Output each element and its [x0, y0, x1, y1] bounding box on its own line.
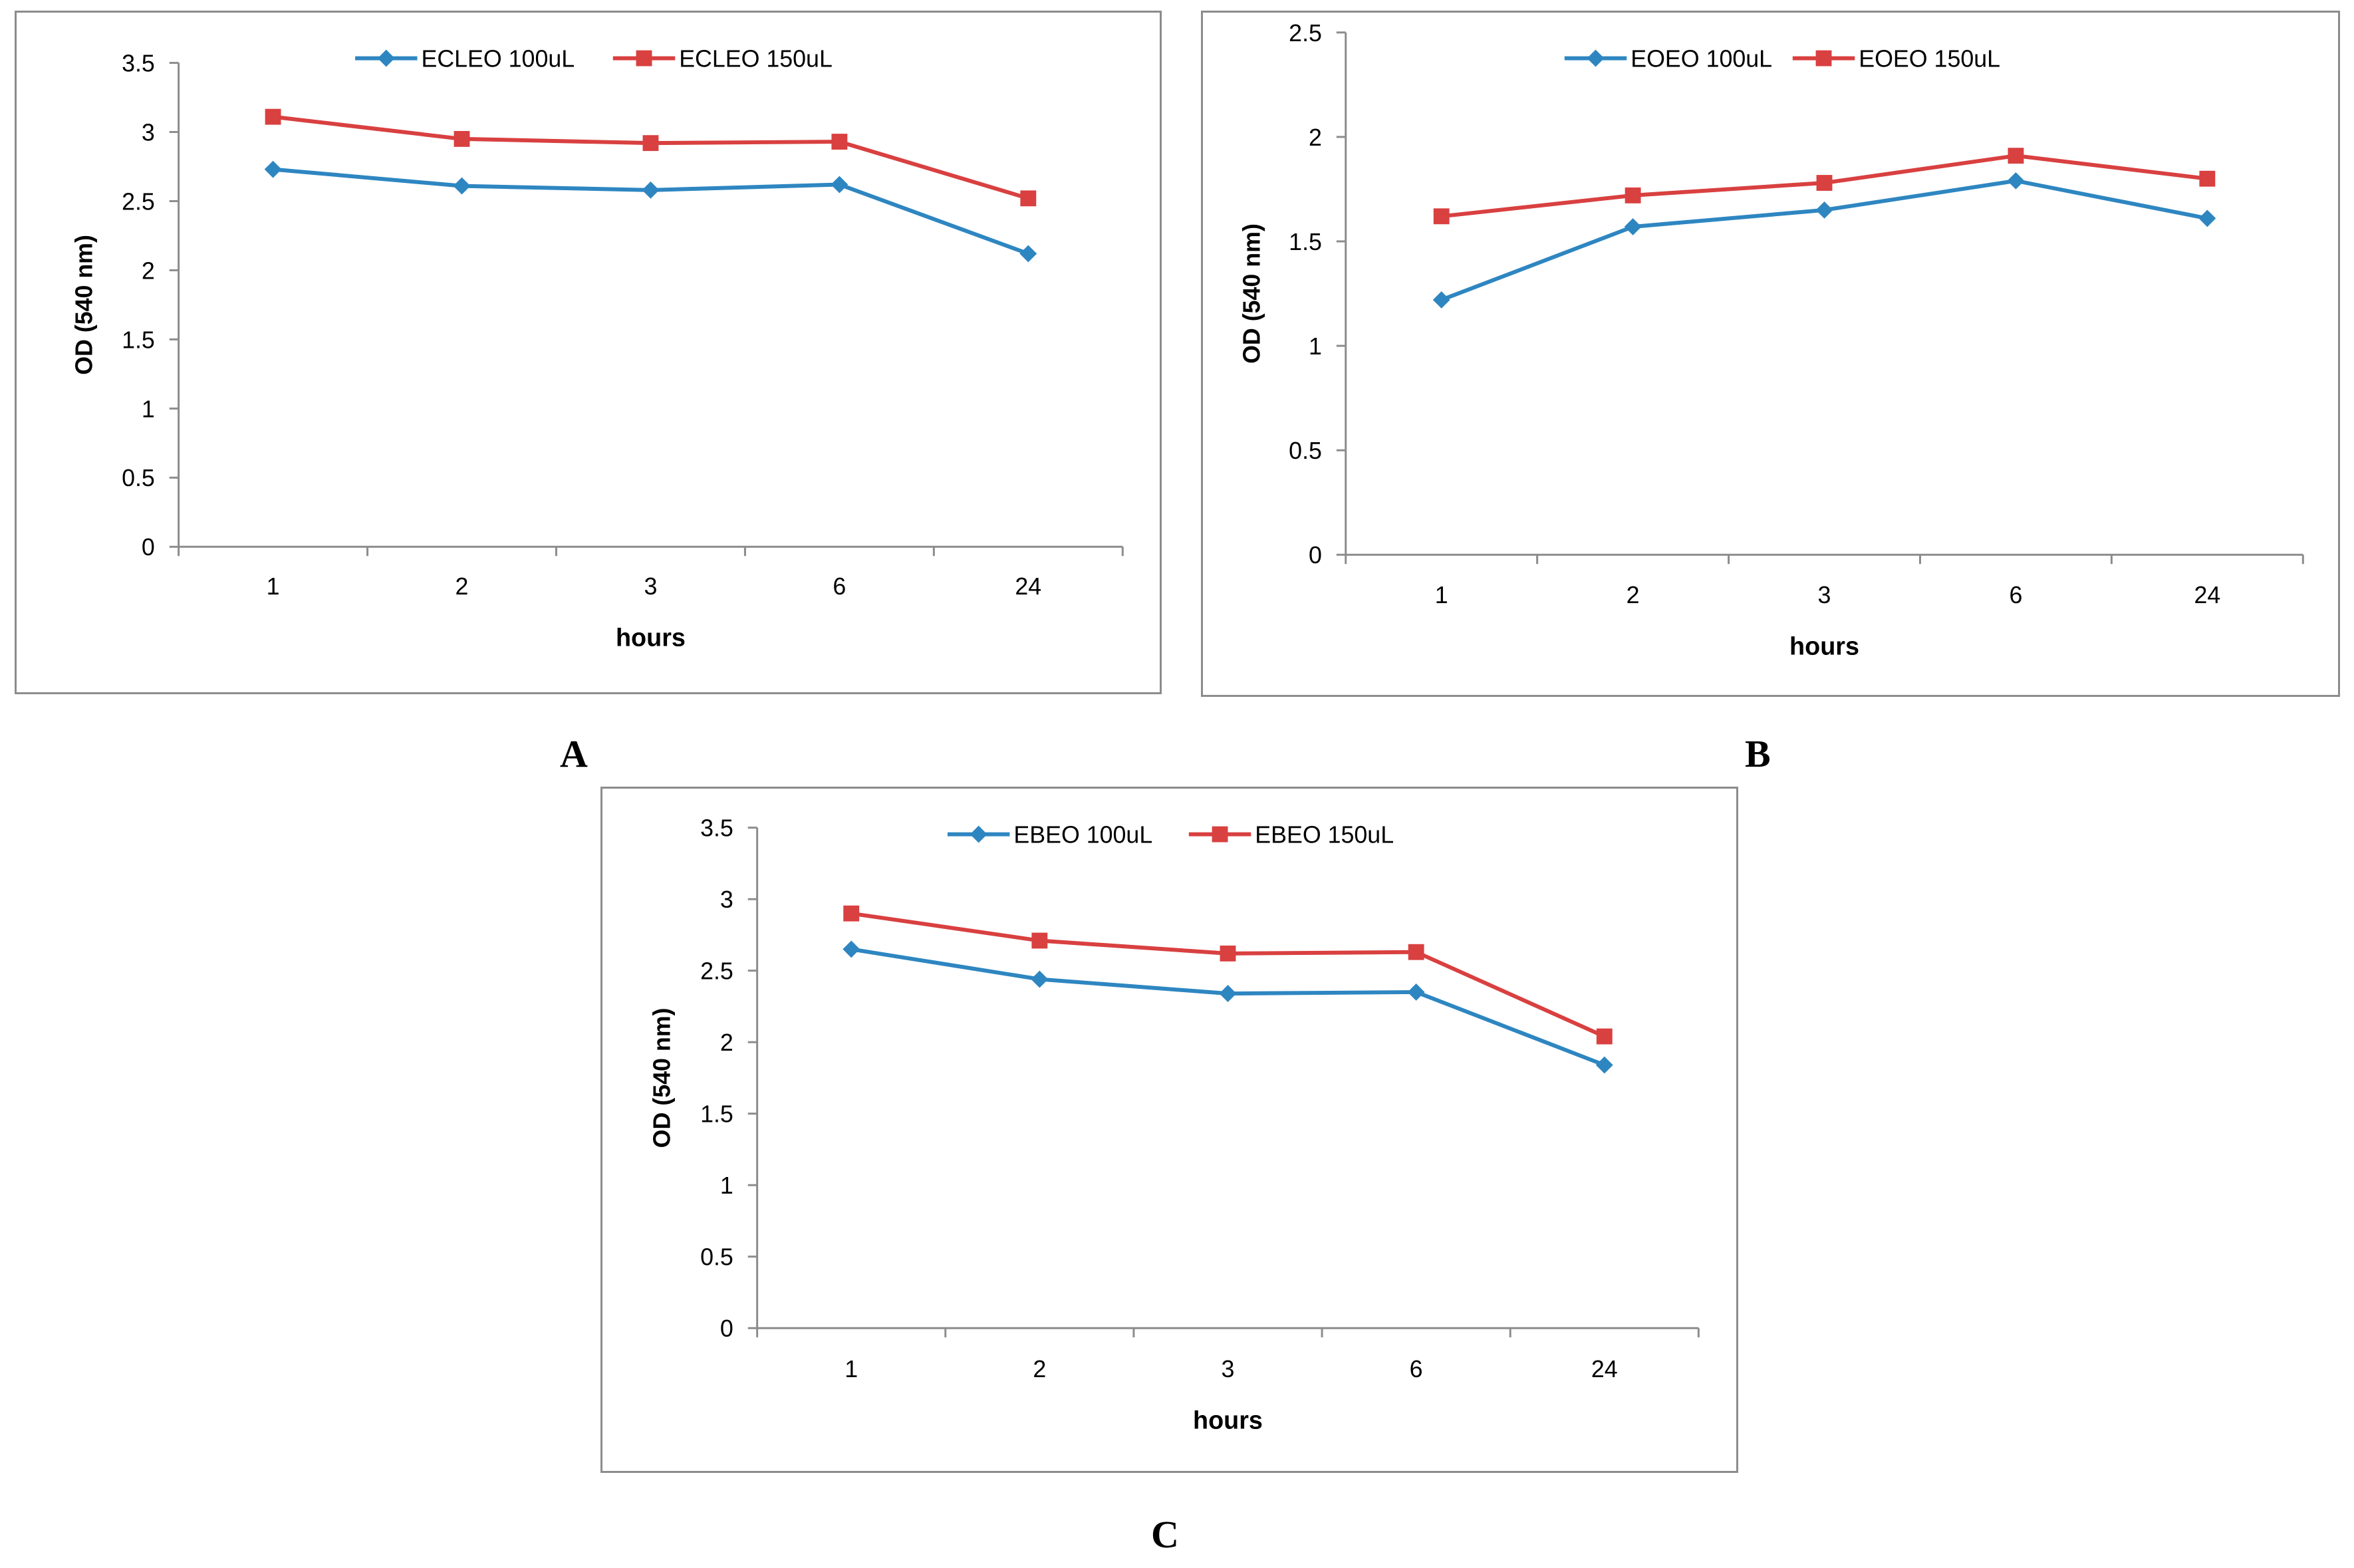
chart-a-canvas: 0 0.5 1 1.5 2 2.5 3 3.5 1 2 3 6 24 hours OD (540 nm) EC…: [70, 46, 1124, 652]
chart-a-series-1-point: [642, 181, 660, 199]
chart-c-x-tick-label: 6: [1410, 1356, 1423, 1382]
chart-c-legend-1-marker: [970, 825, 987, 843]
chart-c-x-tick-label: 2: [1033, 1356, 1046, 1382]
chart-a-x-axis-title: hours: [616, 624, 686, 652]
panel-letter-c: C: [1151, 1513, 1179, 1556]
chart-b-series-1-point: [1815, 201, 1833, 219]
chart-c-legend-2-marker: [1212, 826, 1228, 843]
chart-c-y-tick-label: 0: [720, 1315, 733, 1342]
chart-c-series-1-point: [1219, 985, 1237, 1003]
chart-c-series-1-point: [1595, 1056, 1613, 1074]
chart-panel-b: 0 0.5 1 1.5 2 2.5 1 2 3 6 24 hours OD (540 nm) EOEO 1…: [1201, 11, 2340, 697]
chart-a-y-tick-label: 2: [142, 257, 155, 284]
chart-c-y-tick-label: 3: [720, 886, 733, 913]
chart-c-y-tick-label: 2: [720, 1029, 733, 1056]
chart-a-y-tick-label: 1.5: [122, 327, 155, 353]
chart-b-x-tick-label: 24: [2194, 582, 2220, 608]
chart-a-series-2-point: [1020, 190, 1037, 207]
chart-b-series-2-point: [2008, 148, 2024, 164]
chart-a-y-tick-label: 2.5: [122, 188, 155, 215]
chart-a-legend-2-marker: [636, 50, 652, 66]
chart-c-series-1-point: [1407, 983, 1425, 1001]
chart-b-series-1-line: [1440, 178, 2208, 302]
chart-c-series-2-point: [1031, 932, 1048, 949]
chart-a-x-tick-label: 24: [1015, 573, 1041, 600]
chart-c-legend-2-label: EBEO 150uL: [1255, 822, 1394, 849]
chart-b-x-tick-label: 3: [1818, 582, 1831, 608]
chart-a-x-tick-label: 2: [456, 573, 469, 600]
chart-b-legend-1-marker: [1587, 49, 1605, 67]
chart-a-y-tick-label: 3.5: [122, 50, 155, 76]
chart-c-series-1-line: [850, 947, 1605, 1067]
chart-panel-c: 0 0.5 1 1.5 2 2.5 3 3.5 1 2 3 6 24 hours OD (540 nm) EB…: [600, 787, 1738, 1473]
panel-letter-a: A: [560, 732, 588, 775]
chart-a-series-1-point: [453, 177, 471, 195]
chart-b-x-tick-label: 6: [2009, 582, 2022, 608]
panel-letter-b: B: [1745, 732, 1771, 775]
chart-b-series-1-point: [2198, 209, 2216, 227]
chart-a-x-tick-label: 3: [644, 573, 657, 600]
chart-c-y-tick-label: 0.5: [700, 1244, 733, 1271]
chart-b-series-2-point: [1816, 175, 1833, 191]
chart-c-y-tick-label: 2.5: [700, 958, 733, 985]
chart-a-legend-2-label: ECLEO 150uL: [679, 46, 833, 72]
chart-a-x-tick-label: 6: [833, 573, 846, 600]
chart-b-x-axis-title: hours: [1789, 632, 1859, 660]
chart-b-y-tick-label: 0.5: [1289, 438, 1322, 464]
chart-b-series-1-point: [1432, 291, 1450, 309]
chart-c-series-2-point: [1220, 945, 1236, 962]
chart-a-y-tick-label: 0: [142, 534, 155, 561]
chart-b-y-tick-label: 0: [1309, 542, 1322, 569]
chart-b-series-2-point: [1433, 208, 1450, 225]
chart-c-series-2-point: [1408, 944, 1424, 960]
chart-c-series-2-point: [1596, 1028, 1613, 1045]
chart-a-y-tick-label: 1: [142, 396, 155, 422]
chart-c-series-1-point: [1031, 970, 1049, 988]
chart-a-series-2-point: [642, 135, 659, 152]
chart-b-legend-1-label: EOEO 100uL: [1631, 46, 1772, 72]
chart-c-canvas: 0 0.5 1 1.5 2 2.5 3 3.5 1 2 3 6 24 hours OD (540 nm) EB…: [648, 815, 1700, 1434]
chart-a-x-tick-label: 1: [267, 573, 280, 600]
chart-a-series-1-point: [264, 160, 282, 178]
chart-c-y-axis-title: OD (540 nm): [648, 1008, 675, 1148]
chart-b-x-tick-label: 1: [1435, 582, 1448, 608]
chart-c-series-2-point: [843, 905, 860, 922]
chart-c-series-1-point: [843, 940, 860, 958]
chart-b-legend-2-marker: [1815, 50, 1832, 66]
chart-b-legend-2-label: EOEO 150uL: [1859, 46, 2000, 72]
chart-a-series-2-point: [831, 134, 848, 150]
chart-b-canvas: 0 0.5 1 1.5 2 2.5 1 2 3 6 24 hours OD (540 nm) EOEO 1…: [1238, 20, 2304, 660]
chart-b-y-tick-label: 1: [1309, 333, 1322, 360]
chart-b-series-2-point: [2199, 170, 2216, 187]
chart-b-y-tick-label: 1.5: [1289, 229, 1322, 255]
chart-c-series-2-line: [850, 911, 1605, 1039]
chart-a-legend-1-label: ECLEO 100uL: [421, 46, 575, 72]
chart-c-x-axis-title: hours: [1193, 1406, 1263, 1434]
chart-panel-a: 0 0.5 1 1.5 2 2.5 3 3.5 1 2 3 6 24 hours OD (540 nm) EC…: [15, 11, 1162, 694]
chart-a-series-1-point: [831, 176, 849, 194]
chart-c-y-tick-label: 1: [720, 1172, 733, 1199]
chart-a-series-1-point: [1019, 245, 1037, 263]
chart-b-y-tick-label: 2: [1309, 124, 1322, 151]
chart-c-legend-1-label: EBEO 100uL: [1013, 822, 1152, 849]
chart-c-y-tick-label: 1.5: [700, 1101, 733, 1128]
chart-a-y-tick-label: 3: [142, 119, 155, 146]
chart-a-series-2-point: [454, 130, 470, 147]
chart-a-y-tick-label: 0.5: [122, 465, 155, 491]
chart-b-x-tick-label: 2: [1627, 582, 1640, 608]
chart-c-x-tick-label: 1: [845, 1356, 858, 1382]
chart-b-y-tick-label: 2.5: [1289, 20, 1322, 47]
chart-c-x-tick-label: 3: [1222, 1356, 1235, 1382]
chart-c-x-tick-label: 24: [1591, 1356, 1618, 1382]
chart-a-legend-1-marker: [377, 49, 395, 67]
chart-b-series-2-point: [1625, 187, 1641, 203]
chart-b-series-1-point: [2007, 172, 2025, 190]
chart-a-y-axis-title: OD (540 nm): [70, 235, 97, 375]
chart-a-series-2-point: [265, 108, 281, 125]
chart-b-y-axis-title: OD (540 nm): [1238, 223, 1265, 364]
chart-b-series-1-point: [1624, 218, 1642, 235]
chart-c-y-tick-label: 3.5: [700, 815, 733, 842]
